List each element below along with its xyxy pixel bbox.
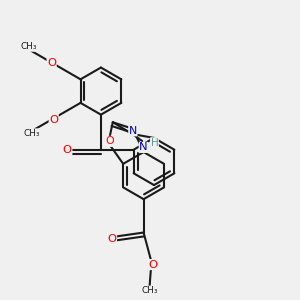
Text: O: O [63,145,72,155]
Text: N: N [139,142,148,152]
Text: CH₃: CH₃ [21,42,37,51]
Text: O: O [107,233,116,244]
Text: N: N [129,126,137,136]
Text: O: O [49,115,58,124]
Text: O: O [47,58,56,68]
Text: H: H [151,138,158,148]
Text: CH₃: CH₃ [24,129,40,138]
Text: CH₃: CH₃ [141,286,158,295]
Text: O: O [105,136,114,146]
Text: O: O [148,260,157,270]
